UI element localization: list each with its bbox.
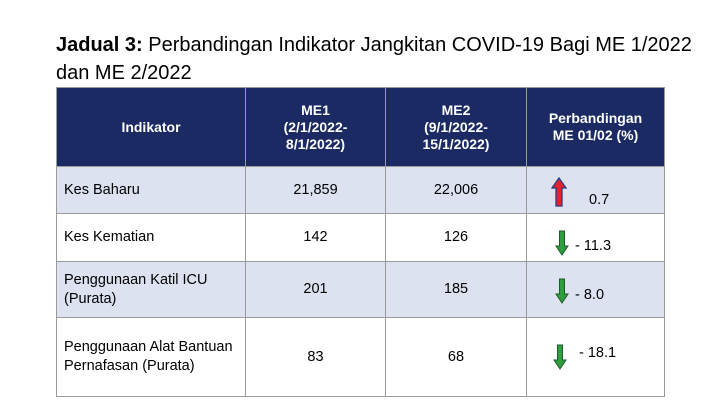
row-indicator: Kes Kematian [56,213,246,262]
header-comparison-text: Perbandingan ME 01/02 (%) [548,110,643,143]
header-me1-text: ME1 (2/1/2022- 8/1/2022) [283,101,348,152]
caption-text: Perbandingan Indikator Jangkitan COVID-1… [56,34,692,84]
comparison-value: - 11.3 [575,238,612,254]
header-me2-text: ME2 (9/1/2022- 15/1/2022) [422,101,490,152]
header-comparison: Perbandingan ME 01/02 (%) [526,87,665,167]
table-row: Penggunaan Katil ICU (Purata) 201 185 - … [56,261,665,318]
arrow-down-icon [553,344,567,370]
row-me1-value: 21,859 [245,166,386,214]
comparison-table: Indikator ME1 (2/1/2022- 8/1/2022) ME2 (… [56,87,665,397]
arrow-up-icon [551,177,567,207]
row-comparison: 0.7 [526,166,665,214]
row-comparison: - 8.0 [526,261,665,318]
table-row: Kes Kematian 142 126 - 11.3 [56,213,665,262]
caption-label: Jadual 3: [56,34,143,56]
row-indicator: Penggunaan Katil ICU (Purata) [56,261,246,318]
table-row: Penggunaan Alat Bantuan Pernafasan (Pura… [56,317,665,397]
row-comparison: - 11.3 [526,213,665,262]
row-me1-value: 83 [245,317,386,397]
row-indicator: Kes Baharu [56,166,246,214]
header-me2: ME2 (9/1/2022- 15/1/2022) [385,87,527,167]
row-me2-value: 185 [385,261,527,318]
table-caption: Jadual 3: Perbandingan Indikator Jangkit… [56,31,696,87]
row-me2-value: 68 [385,317,527,397]
row-comparison: - 18.1 [526,317,665,397]
row-me1-value: 142 [245,213,386,262]
comparison-value: - 18.1 [579,345,617,361]
row-indicator: Penggunaan Alat Bantuan Pernafasan (Pura… [56,317,246,397]
arrow-down-icon [555,230,569,256]
comparison-value: - 8.0 [575,287,605,303]
header-row: Indikator ME1 (2/1/2022- 8/1/2022) ME2 (… [56,87,665,167]
row-me1-value: 201 [245,261,386,318]
header-indicator: Indikator [56,87,246,167]
arrow-down-icon [555,278,569,304]
header-me1: ME1 (2/1/2022- 8/1/2022) [245,87,386,167]
table-row: Kes Baharu 21,859 22,006 0.7 [56,166,665,214]
comparison-value: 0.7 [589,192,610,208]
row-me2-value: 126 [385,213,527,262]
row-me2-value: 22,006 [385,166,527,214]
